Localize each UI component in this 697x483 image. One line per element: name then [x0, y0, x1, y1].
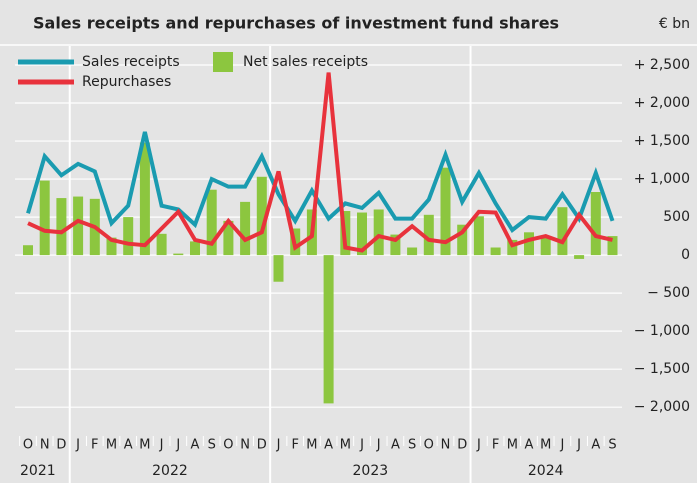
x-tick-label: S	[208, 438, 216, 453]
legend-label: Sales receipts	[82, 54, 180, 70]
bar	[156, 233, 167, 256]
unit-label: € bn	[659, 16, 690, 32]
x-tick-label: M	[507, 438, 518, 453]
bar	[590, 191, 601, 256]
bar	[256, 176, 267, 256]
y-tick-label: 500	[663, 209, 690, 225]
bar	[507, 239, 518, 256]
bar	[607, 236, 618, 256]
bar	[139, 142, 150, 256]
bar	[557, 207, 568, 256]
x-tick-label: J	[175, 438, 180, 453]
bar	[39, 180, 50, 256]
x-tick-label: M	[540, 438, 551, 453]
bar	[490, 247, 501, 256]
bar	[123, 217, 134, 256]
x-tick-label: J	[559, 438, 564, 453]
bar	[323, 255, 334, 404]
bar	[407, 247, 418, 256]
y-tick-label: + 1,500	[634, 133, 690, 149]
y-tick-label: − 500	[647, 285, 690, 301]
bar	[223, 220, 234, 256]
y-tick-label: − 1,500	[634, 361, 690, 377]
bar	[173, 253, 184, 256]
x-tick-label: N	[40, 438, 50, 453]
year-label: 2024	[528, 463, 564, 479]
x-tick-label: M	[306, 438, 317, 453]
x-tick-label: A	[191, 438, 200, 453]
x-tick-label: D	[56, 438, 66, 453]
x-tick-label: F	[291, 438, 298, 453]
bar	[357, 212, 367, 256]
x-tick-label: J	[359, 438, 364, 453]
x-tick-label: O	[424, 438, 434, 453]
y-tick-label: − 2,000	[634, 399, 690, 415]
bar	[56, 198, 67, 256]
x-tick-label: N	[240, 438, 250, 453]
x-tick-label: M	[340, 438, 351, 453]
x-tick-label: M	[139, 438, 150, 453]
bar	[73, 196, 84, 256]
x-tick-label: J	[75, 438, 80, 453]
x-tick-label: D	[457, 438, 467, 453]
x-tick-label: J	[576, 438, 581, 453]
x-tick-label: F	[91, 438, 98, 453]
x-tick-label: J	[476, 438, 481, 453]
x-tick-label: A	[391, 438, 400, 453]
x-tick-label: O	[23, 438, 33, 453]
bar	[373, 209, 384, 256]
year-label: 2023	[353, 463, 389, 479]
y-tick-label: 0	[681, 247, 690, 263]
x-tick-label: S	[608, 438, 616, 453]
year-label: 2021	[20, 463, 56, 479]
bar	[23, 245, 33, 256]
x-tick-label: A	[324, 438, 333, 453]
bar	[524, 232, 534, 256]
chart-title: Sales receipts and repurchases of invest…	[33, 14, 559, 33]
line	[26, 131, 615, 233]
bar	[240, 201, 251, 256]
x-tick-label: D	[257, 438, 267, 453]
x-tick-label: A	[124, 438, 133, 453]
bar	[423, 214, 434, 256]
legend-label: Net sales receipts	[243, 54, 368, 70]
bar	[457, 224, 468, 256]
x-tick-label: A	[525, 438, 534, 453]
x-tick-label: N	[441, 438, 451, 453]
y-tick-label: + 1,000	[634, 171, 690, 187]
bar	[206, 189, 217, 256]
bar	[540, 237, 551, 256]
y-tick-label: + 2,000	[634, 95, 690, 111]
y-tick-label: − 1,000	[634, 323, 690, 339]
bar	[440, 167, 451, 256]
year-label: 2022	[152, 463, 188, 479]
bar	[473, 216, 484, 256]
x-tick-label: J	[276, 438, 281, 453]
legend-label: Repurchases	[82, 74, 171, 90]
bar	[574, 255, 585, 259]
legend-swatch	[213, 52, 233, 72]
bar	[273, 255, 284, 282]
x-tick-label: F	[492, 438, 499, 453]
x-tick-label: J	[159, 438, 164, 453]
bar	[390, 234, 401, 256]
bar	[190, 241, 200, 256]
bar	[106, 237, 117, 256]
x-tick-label: M	[106, 438, 117, 453]
x-tick-label: J	[376, 438, 381, 453]
line	[27, 72, 613, 253]
x-tick-label: A	[591, 438, 600, 453]
x-tick-label: S	[408, 438, 416, 453]
y-tick-label: + 2,500	[634, 57, 690, 73]
x-tick-label: O	[223, 438, 233, 453]
